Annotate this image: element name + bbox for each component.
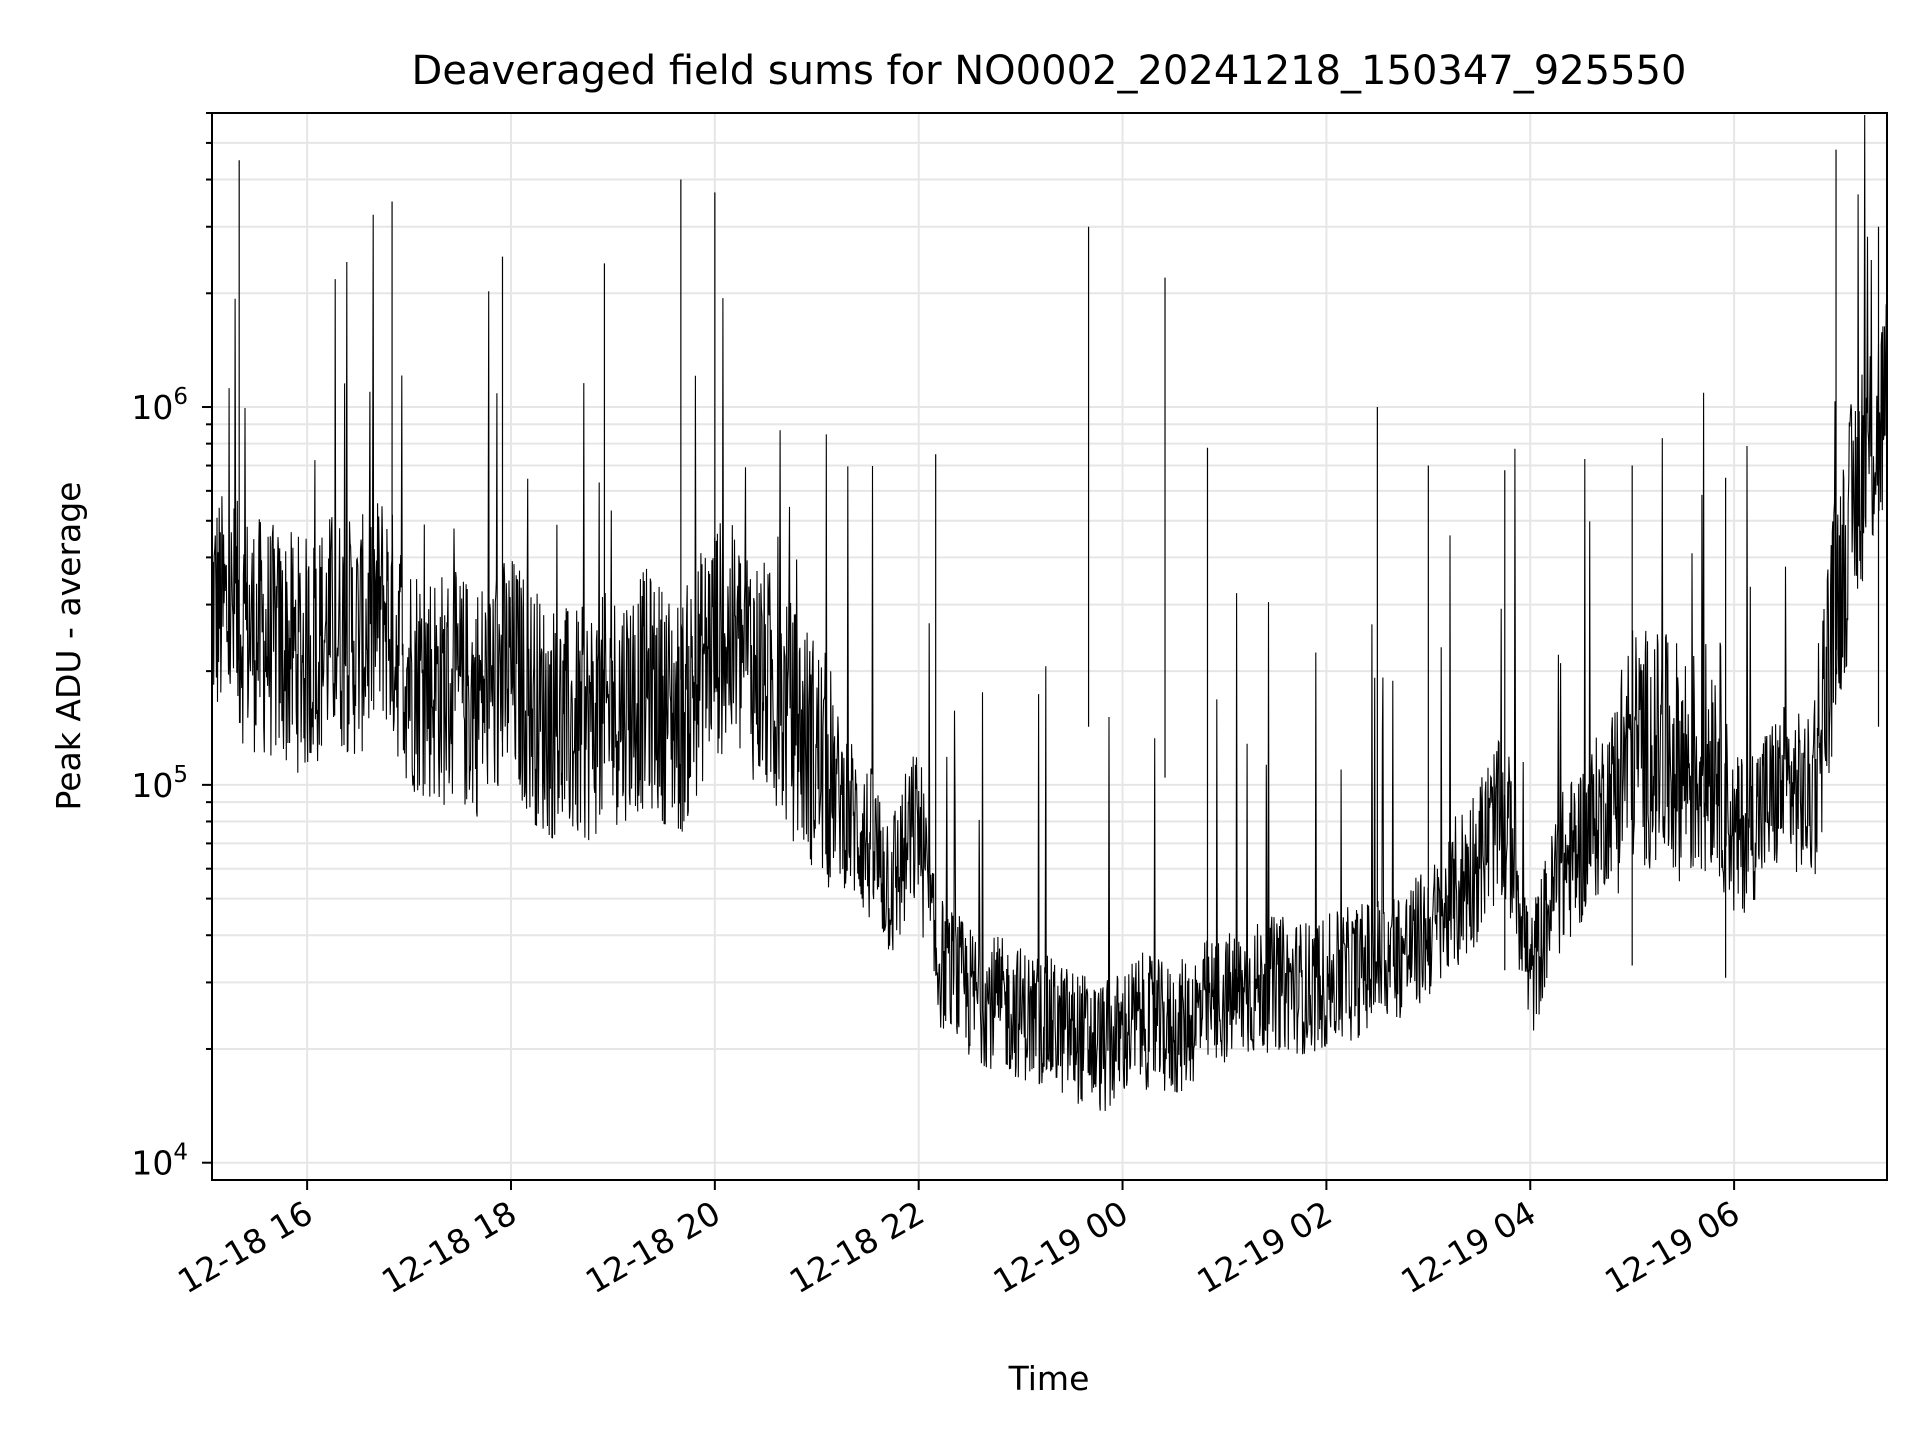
y-tick-label: 106: [131, 384, 188, 427]
data-series: [211, 114, 1888, 1112]
plot-frame: [211, 112, 1888, 1181]
y-tick-label: 104: [131, 1140, 188, 1183]
chart-title: Deaveraged field sums for NO0002_2024121…: [412, 48, 1687, 94]
grid: [212, 112, 1887, 1180]
y-tick-label: 105: [131, 762, 188, 805]
y-axis-label: Peak ADU - average: [49, 482, 88, 811]
x-axis-label: Time: [1008, 1359, 1090, 1398]
data-line: [211, 114, 1888, 1112]
